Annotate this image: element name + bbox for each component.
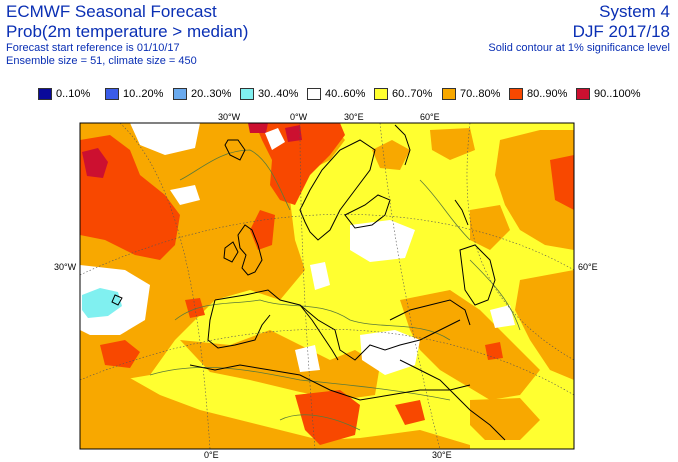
map-field [80, 123, 574, 449]
legend-swatch-80-90 [509, 88, 523, 100]
ensemble-size: Ensemble size = 51, climate size = 450 [6, 55, 197, 67]
lon-label-60e-top: 60°E [420, 112, 440, 122]
scandinavia-coastline [299, 139, 376, 241]
black-sea-coastline [389, 299, 471, 326]
ireland-coastline [223, 241, 239, 263]
britain-coastline [237, 224, 263, 276]
europe-south-coastline [214, 289, 461, 361]
iberia-coastline [207, 299, 271, 349]
forecast-start-reference: Forecast start reference is 01/10/17 [6, 42, 180, 54]
legend-swatch-10-20 [105, 88, 119, 100]
azores-coastline [111, 294, 123, 306]
white-sea-coastline [394, 124, 411, 166]
band-90-100 [82, 123, 302, 178]
lon-label-30e-top: 30°E [344, 112, 364, 122]
significance-note: Solid contour at 1% significance level [488, 42, 670, 54]
legend-label-0-10: 0..10% [56, 88, 91, 100]
lat-label-30w-left: 30°W [54, 262, 77, 272]
lon-label-30w-top: 30°W [218, 112, 241, 122]
ural-coastline [454, 199, 469, 226]
legend-label-30-40: 30..40% [258, 88, 299, 100]
map-frame [79, 122, 575, 450]
red-sea-coastline [399, 359, 506, 441]
legend-swatch-40-60 [307, 88, 321, 100]
legend-label-20-30: 20..30% [191, 88, 232, 100]
coastlines [111, 124, 506, 441]
legend-label-80-90: 80..90% [527, 88, 568, 100]
map-title: ECMWF Seasonal Forecast [6, 2, 217, 21]
legend-swatch-70-80 [442, 88, 456, 100]
band-40-60 [80, 123, 515, 375]
north-africa-coastline [189, 364, 471, 401]
legend-label-60-70: 60..70% [392, 88, 433, 100]
legend-swatch-20-30 [173, 88, 187, 100]
caspian-coastline [459, 244, 496, 306]
graticule [80, 123, 574, 449]
coordinate-labels: 30°W 0°W 30°E 60°E 30°W 60°E 0°E 30°E [54, 112, 598, 460]
italy-coastline [299, 304, 339, 361]
lat-label-60e-right: 60°E [578, 262, 598, 272]
lon-label-30e-bottom: 30°E [432, 450, 452, 460]
legend-swatch-0-10 [38, 88, 52, 100]
legend-label-10-20: 10..20% [123, 88, 164, 100]
baltic-coastline [344, 194, 391, 229]
iceland-coastline [224, 139, 246, 161]
legend-label-40-60: 40..60% [325, 88, 366, 100]
lon-label-0-top: 0°W [290, 112, 308, 122]
map-subtitle: Prob(2m temperature > median) [6, 22, 249, 41]
significance-contours [149, 149, 521, 431]
season-label: DJF 2017/18 [572, 22, 670, 41]
legend-label-90-100: 90..100% [594, 88, 641, 100]
legend-swatch-60-70 [374, 88, 388, 100]
legend-swatch-30-40 [240, 88, 254, 100]
legend-swatch-90-100 [576, 88, 590, 100]
lon-label-0-bottom: 0°E [204, 450, 219, 460]
legend-label-70-80: 70..80% [460, 88, 501, 100]
band-30-40 [82, 288, 122, 318]
system-version: System 4 [599, 2, 670, 21]
